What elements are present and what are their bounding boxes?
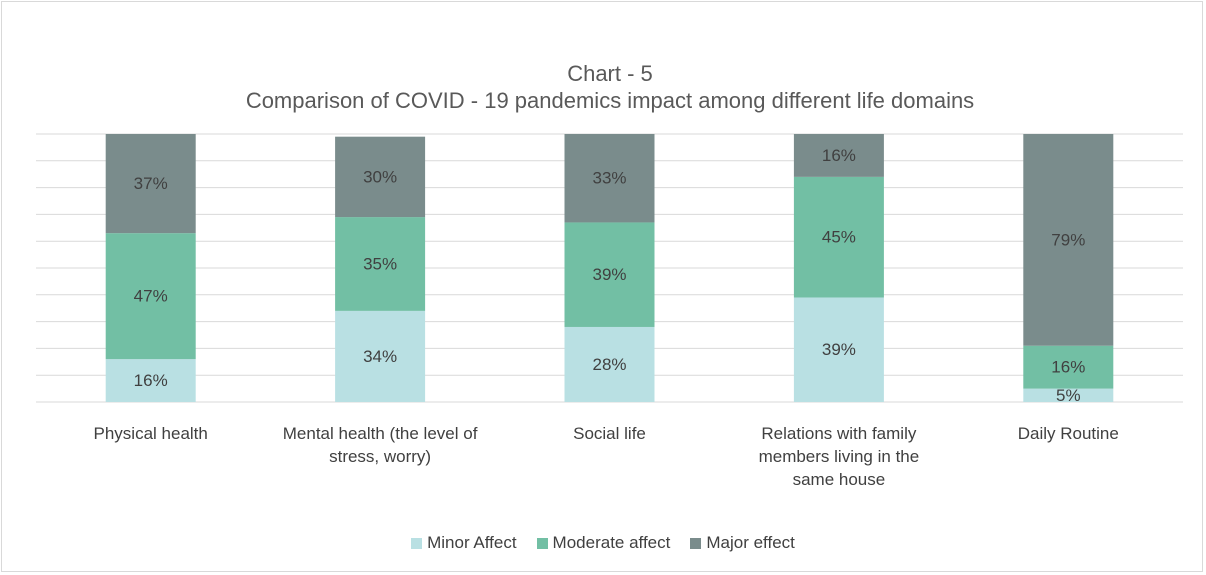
data-label: 34% xyxy=(363,347,397,366)
data-label: 16% xyxy=(134,371,168,390)
legend-swatch xyxy=(690,537,702,549)
legend-item: Major effect xyxy=(690,533,795,553)
bar-segment xyxy=(105,359,196,402)
x-tick-label: Social life xyxy=(573,424,646,443)
legend: Minor Affect Moderate affect Major effect xyxy=(0,533,1206,553)
legend-item: Moderate affect xyxy=(536,533,671,553)
bar-segment xyxy=(1023,134,1114,346)
legend-label: Major effect xyxy=(706,533,795,552)
bar-segment xyxy=(105,134,196,234)
data-label: 39% xyxy=(822,340,856,359)
legend-swatch xyxy=(411,537,423,549)
data-label: 39% xyxy=(592,265,626,284)
bar-segment xyxy=(1023,388,1114,402)
data-label: 35% xyxy=(363,254,397,273)
bar-segment xyxy=(335,310,426,402)
data-label: 5% xyxy=(1056,386,1081,405)
data-label: 28% xyxy=(592,355,626,374)
bar-segment xyxy=(564,326,655,402)
data-label: 37% xyxy=(134,174,168,193)
bar-segment xyxy=(105,233,196,360)
legend-label: Moderate affect xyxy=(552,533,671,552)
data-label: 16% xyxy=(1051,358,1085,377)
data-label: 79% xyxy=(1051,230,1085,249)
legend-swatch xyxy=(536,537,548,549)
data-label: 33% xyxy=(592,169,626,188)
x-tick-label: Relations with family members living in … xyxy=(758,424,920,489)
bar-segment xyxy=(793,176,884,298)
bar-segment xyxy=(335,217,426,311)
bar-segment xyxy=(793,134,884,177)
data-label: 16% xyxy=(822,146,856,165)
chart-subtitle: Comparison of COVID - 19 pandemics impac… xyxy=(246,88,974,113)
x-tick-label: Daily Routine xyxy=(1017,424,1119,443)
legend-label: Minor Affect xyxy=(427,533,517,552)
bar-segment xyxy=(564,134,655,223)
data-label: 47% xyxy=(134,287,168,306)
x-tick-label: Physical health xyxy=(93,424,208,443)
legend-item: Minor Affect xyxy=(411,533,517,553)
bar-segment xyxy=(1023,345,1114,389)
bar-segment xyxy=(564,222,655,327)
chart-title: Chart - 5 xyxy=(567,61,653,86)
bar-segment xyxy=(793,297,884,402)
bar-segment xyxy=(335,136,426,218)
data-label: 45% xyxy=(822,228,856,247)
data-label: 30% xyxy=(363,167,397,186)
x-tick-label: Mental health (the level of stress, worr… xyxy=(282,424,478,466)
